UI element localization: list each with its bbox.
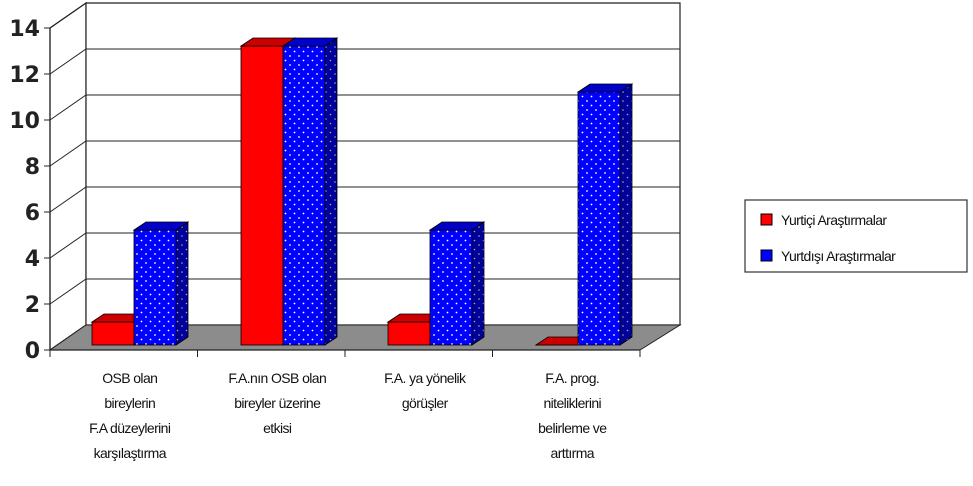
y-tick-label: 6 (25, 201, 40, 226)
bar-side (324, 37, 338, 346)
x-tick-label: F.A. ya yönelik görüşler (384, 370, 467, 411)
bar-yurtdisi-1 (281, 37, 339, 346)
y-tick-label: 8 (25, 155, 40, 180)
y-tick-label: 12 (9, 63, 40, 88)
legend: Yurtiçi Araştırmalar Yurtdışı Araştırmal… (744, 199, 968, 273)
bar-top (281, 37, 339, 47)
bar-yurtdisi-3 (576, 83, 634, 346)
x-axis: OSB olan bireylerin F.A düzeylerini karşıla… (49, 349, 641, 461)
legend-swatch-yurtdisi (760, 249, 773, 262)
gridline (49, 94, 680, 121)
legend-label-yurtdisi: Yurtdışı Araştırmalar (781, 248, 896, 264)
x-tick-label: F.A.nın OSB olan bireyler üzerine etkisi (228, 370, 326, 436)
bar-front (577, 91, 621, 346)
gridline (49, 48, 680, 75)
chart-frame (48, 1, 682, 352)
bars (90, 37, 634, 346)
bar-front (429, 229, 473, 346)
gridline (49, 140, 680, 167)
gridline (49, 186, 680, 213)
bar-front (282, 45, 326, 346)
bar-top (428, 221, 486, 231)
bar-top (132, 221, 190, 231)
bar-yurtdisi-2 (428, 221, 486, 346)
legend-swatch-yurtici (760, 213, 773, 226)
left-wall (49, 1, 87, 352)
x-tick-label: OSB olan bireylerin F.A düzeylerini karşıla… (89, 370, 171, 461)
y-tick-label: 4 (25, 247, 40, 272)
bar-yurtdisi-0 (132, 221, 190, 346)
bar-side (175, 221, 189, 346)
bar-front (387, 321, 431, 346)
legend-label-yurtici: Yurtiçi Araştırmalar (781, 212, 887, 228)
bar-front (91, 321, 135, 346)
y-axis: 0 2 4 6 8 10 12 14 (9, 17, 51, 364)
x-tick-label: F.A. prog. niteliklerini belirleme ve arttı… (538, 370, 607, 461)
legend-box (744, 199, 968, 273)
bar-side (619, 83, 633, 346)
bar-front (133, 229, 177, 346)
y-tick-label: 14 (9, 17, 40, 42)
y-tick-label: 2 (25, 293, 40, 318)
bar-side (471, 221, 485, 346)
y-tick-label: 0 (25, 339, 40, 364)
bar-front (240, 45, 284, 346)
bar-top (576, 83, 634, 93)
gridline (49, 2, 680, 29)
y-tick-label: 10 (9, 109, 40, 134)
